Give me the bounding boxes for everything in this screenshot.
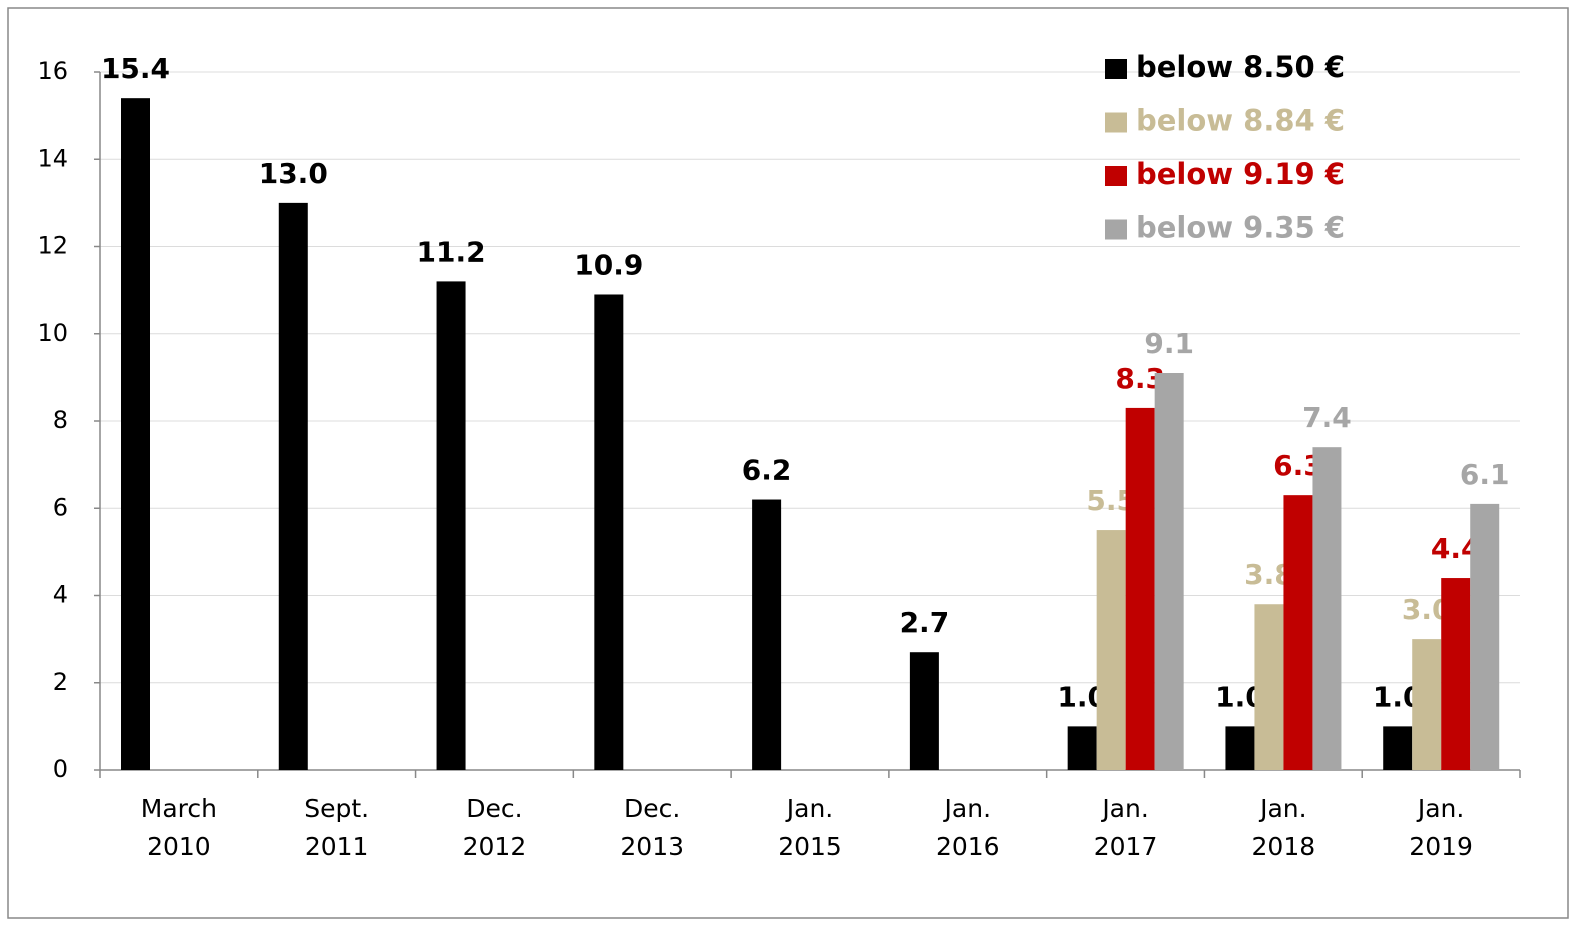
x-tick-label: 2019 [1409, 832, 1473, 861]
value-label: 6.1 [1460, 458, 1510, 491]
y-tick-label: 14 [37, 144, 68, 172]
bar [1470, 503, 1500, 770]
bar [1283, 495, 1313, 770]
bar [436, 281, 466, 770]
bar [752, 499, 782, 770]
x-tick-label: 2012 [463, 832, 527, 861]
legend-label: below 9.35 € [1136, 211, 1345, 245]
bar [1125, 407, 1155, 770]
x-tick-label: 2013 [620, 832, 684, 861]
bar [1154, 373, 1184, 770]
x-tick-label: March [141, 794, 217, 823]
y-tick-label: 8 [53, 406, 68, 434]
value-label: 2.7 [900, 606, 950, 639]
x-tick-label: 2017 [1094, 832, 1158, 861]
value-label: 11.2 [417, 235, 486, 268]
y-tick-label: 6 [53, 493, 68, 521]
x-tick-label: Dec. [624, 794, 680, 823]
bar [1225, 726, 1255, 770]
bar [278, 202, 308, 770]
bar [1067, 726, 1097, 770]
x-tick-label: Jan. [1100, 794, 1148, 823]
bar [594, 294, 624, 770]
legend-swatch [1105, 166, 1127, 186]
x-tick-label: Jan. [1258, 794, 1306, 823]
y-tick-label: 4 [53, 581, 68, 609]
x-tick-label: 2010 [147, 832, 211, 861]
x-tick-label: 2011 [305, 832, 369, 861]
bar [1412, 639, 1442, 770]
y-tick-label: 2 [53, 668, 68, 696]
x-tick-label: 2016 [936, 832, 1000, 861]
bar [1383, 726, 1413, 770]
legend-label: below 8.84 € [1136, 104, 1345, 138]
legend-swatch [1105, 112, 1127, 133]
x-tick-label: 2018 [1252, 832, 1316, 861]
y-tick-label: 0 [53, 755, 68, 783]
legend-swatch [1105, 59, 1127, 79]
bar [1096, 530, 1126, 770]
y-tick-label: 12 [37, 232, 68, 260]
x-tick-label: Dec. [466, 794, 522, 823]
value-label: 9.1 [1144, 327, 1194, 360]
legend-label: below 9.19 € [1136, 157, 1345, 191]
value-label: 6.2 [742, 454, 792, 487]
y-tick-label: 16 [37, 57, 68, 85]
y-tick-label: 10 [37, 319, 68, 347]
bar [1312, 447, 1342, 770]
x-tick-label: Jan. [943, 794, 991, 823]
x-tick-label: Jan. [785, 794, 833, 823]
value-label: 7.4 [1302, 401, 1352, 434]
x-tick-label: Sept. [304, 794, 369, 823]
x-tick-label: Jan. [1416, 794, 1464, 823]
bar [121, 98, 150, 771]
bar [909, 652, 939, 770]
value-label: 15.4 [101, 52, 170, 85]
value-label: 10.9 [574, 248, 643, 281]
bar [1254, 604, 1284, 770]
x-tick-label: 2015 [778, 832, 842, 861]
legend-swatch [1105, 219, 1127, 240]
value-label: 13.0 [259, 157, 328, 190]
legend-label: below 8.50 € [1136, 50, 1345, 84]
bar [1441, 578, 1471, 770]
